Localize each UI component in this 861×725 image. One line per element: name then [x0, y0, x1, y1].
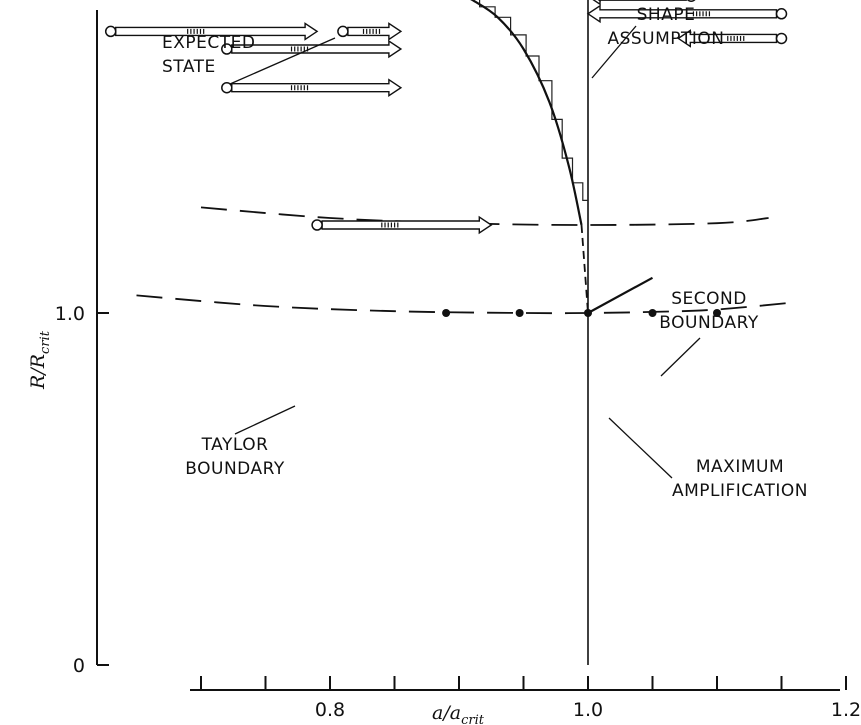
annotations-layer: EXPECTED STATE SHAPE ASSUMPTION SECOND BOUNDA…	[162, 5, 808, 501]
x-tick-label: 1.2	[831, 699, 861, 721]
taylor-point	[713, 309, 721, 317]
trajectory-start-circle	[686, 0, 696, 2]
y-tick-label: 1.0	[55, 303, 85, 325]
taylor-point	[584, 309, 592, 317]
points-layer	[442, 309, 721, 317]
y-tick-label: 0	[73, 655, 85, 677]
axes-layer: 0.81.01.201.02.0	[55, 10, 861, 721]
taylor-boundary-label: TAYLOR BOUNDARY	[185, 405, 296, 479]
taylor-point	[442, 309, 451, 317]
trajectory-arrow	[592, 0, 687, 6]
taylor-boundary-label-leader	[234, 405, 296, 435]
boundaries-layer	[136, 206, 795, 315]
trajectories-layer	[104, 0, 788, 235]
axis-titles: a/acrit R/Rcrit	[27, 330, 485, 725]
trajectory-start-circle	[337, 25, 349, 38]
trajectory-start-circle	[775, 8, 788, 20]
second-boundary-label-line: SECOND	[671, 289, 747, 309]
trajectory-arrow	[321, 215, 493, 235]
trajectory	[104, 22, 319, 41]
trajectory-arrow	[586, 4, 778, 24]
maximum-amplification-label-line: AMPLIFICATION	[672, 481, 808, 501]
expected-state-label-leader	[229, 37, 336, 85]
expected-state-dashed-drop	[580, 224, 589, 314]
expected-state-label-line: STATE	[162, 57, 216, 77]
maximum-amplification-line	[587, 276, 654, 314]
y-axis-title: R/Rcrit	[27, 330, 53, 390]
trajectory-arrow	[347, 22, 403, 41]
second-boundary-curve	[200, 206, 769, 226]
x-tick-label: 0.8	[315, 699, 345, 721]
maximum-amplification-label-line: MAXIMUM	[696, 457, 784, 477]
trajectory	[221, 78, 403, 98]
trajectory	[597, 0, 601, 3]
trajectory-arrow	[231, 78, 403, 98]
x-axis-title: a/acrit	[432, 702, 485, 725]
trajectory-start-circle	[221, 81, 233, 94]
trajectory	[337, 22, 403, 41]
trajectory-arrow	[597, 0, 601, 3]
trajectory	[677, 29, 788, 48]
second-boundary-label: SECOND BOUNDARY	[659, 289, 759, 377]
x-tick-label: 1.0	[573, 699, 603, 721]
maximum-amplification-label: MAXIMUM AMPLIFICATION	[608, 417, 808, 501]
shape-assumption-label-line: ASSUMPTION	[607, 29, 724, 49]
maximum-amplification-label-leader	[608, 417, 673, 479]
taylor-boundary-label-line: TAYLOR	[201, 435, 269, 455]
trajectory-start-circle	[311, 219, 323, 231]
trajectory-start-circle	[775, 32, 788, 45]
trajectory-start-circle	[221, 43, 233, 55]
shape-assumption-label: SHAPE ASSUMPTION	[591, 5, 724, 79]
expected-state-label: EXPECTED STATE	[162, 33, 336, 85]
y-axis-title-main: R/R	[27, 354, 49, 390]
taylor-boundary-curve	[136, 294, 795, 315]
expected-state-layer	[470, 0, 589, 314]
second-boundary-label-line: BOUNDARY	[659, 313, 759, 333]
trajectory	[592, 0, 696, 6]
second-boundary-label-leader	[660, 337, 701, 377]
expected-state-curve	[470, 0, 583, 226]
x-axis-title-main: a/a	[432, 702, 461, 724]
shape-assumption-label-line: SHAPE	[637, 5, 696, 25]
trajectory-arrow	[231, 39, 403, 59]
shape-assumption-label-leader	[591, 25, 637, 79]
expected-state-label-line: EXPECTED	[162, 33, 255, 53]
taylor-point	[515, 309, 524, 317]
taylor-boundary-label-line: BOUNDARY	[185, 459, 285, 479]
trajectory	[221, 39, 403, 59]
trajectory	[586, 4, 788, 24]
taylor-point	[648, 309, 657, 317]
trajectory-start-circle	[104, 25, 117, 38]
trajectory-arrow	[114, 22, 319, 41]
x-axis-title-sub: crit	[461, 713, 485, 725]
trajectory	[311, 215, 493, 235]
y-axis-title-sub: crit	[38, 330, 53, 354]
